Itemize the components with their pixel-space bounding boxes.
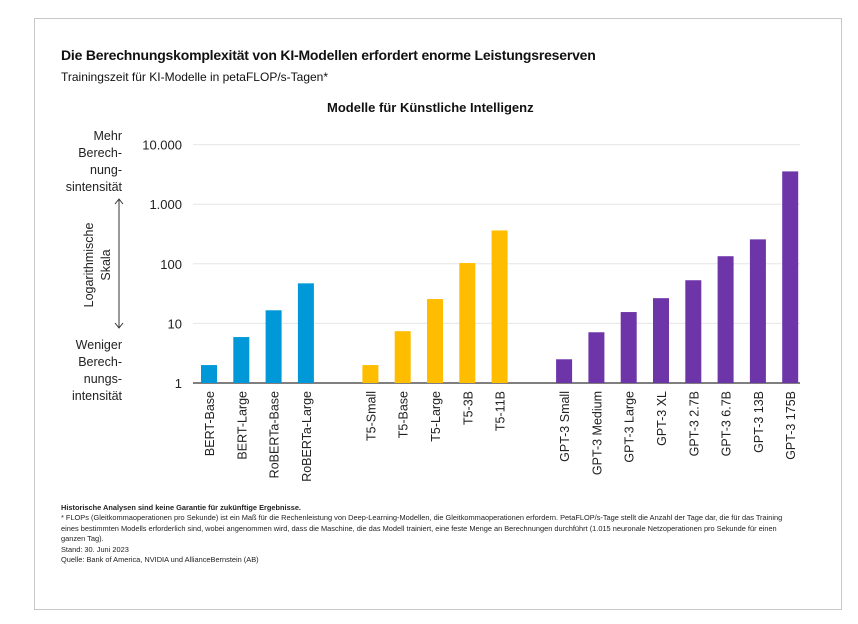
page-title: Die Berechnungskomplexität von KI-Modell…: [61, 47, 596, 63]
x-tick-label: GPT-3 Large: [623, 391, 637, 463]
bar-roberta-base: [265, 310, 282, 383]
less-intensity-label: Weniger Berech- nungs- intensität: [60, 337, 122, 405]
label-line: Mehr: [93, 129, 122, 143]
double-arrow-icon: [114, 198, 124, 329]
y-tick-label: 1.000: [149, 197, 182, 212]
log-scale-label-line: Logarithmische: [82, 223, 96, 308]
x-tick-label: T5-3B: [461, 391, 475, 425]
x-tick-label: T5-Small: [364, 391, 378, 441]
x-tick-label: RoBERTa-Base: [268, 391, 282, 478]
bar-gpt-3-medium: [588, 332, 605, 383]
chart-frame: [34, 18, 842, 610]
bar-chart: Logarithmische Skala 1 10 100 1.000 10.000 B…: [82, 138, 800, 482]
bar-gpt-3-175b: [782, 171, 799, 383]
label-line: nungs-: [83, 372, 122, 386]
y-tick-label: 100: [160, 257, 182, 272]
x-tick-label: GPT-3 Small: [558, 391, 572, 462]
y-tick-label: 10.000: [142, 138, 182, 153]
x-tick-label: GPT-3 175B: [784, 391, 798, 460]
chart-title: Modelle für Künstliche Intelligenz: [327, 100, 534, 115]
bar-t5-3b: [459, 263, 476, 383]
x-tick-label: BERT-Base: [203, 391, 217, 456]
bar-gpt-3-6-7b: [717, 256, 734, 383]
y-tick-label: 10: [168, 316, 182, 331]
bar-gpt-3-xl: [653, 298, 669, 383]
x-tick-label: T5-11B: [494, 391, 508, 431]
bar-t5-base: [394, 331, 411, 383]
x-tick-label: GPT-3 XL: [655, 391, 669, 446]
bar-t5-small: [362, 365, 379, 383]
bar-t5-large: [427, 299, 443, 383]
more-intensity-label: Mehr Berech- nung- sintensität: [60, 128, 122, 196]
date-note: Stand: 30. Juni 2023: [61, 544, 129, 554]
footnote: * FLOPs (Gleitkommaoperationen pro Sekun…: [61, 513, 783, 544]
bar-gpt-3-13b: [749, 239, 766, 383]
x-tick-label: BERT-Large: [235, 391, 249, 460]
bar-bert-large: [233, 337, 250, 383]
label-line: Berech-: [78, 146, 122, 160]
label-line: nung-: [90, 163, 122, 177]
x-tick-label: GPT-3 13B: [752, 391, 766, 453]
x-tick-label: RoBERTa-Large: [300, 391, 314, 482]
log-scale-label: Logarithmische Skala: [82, 223, 113, 308]
subtitle: Trainingszeit für KI-Modelle in petaFLOP…: [61, 70, 329, 84]
label-line: sintensität: [65, 180, 122, 194]
disclaimer: Historische Analysen sind keine Garantie…: [61, 503, 301, 512]
x-tick-label: T5-Large: [429, 391, 443, 442]
bar-gpt-3-large: [620, 312, 637, 383]
x-tick-label: T5-Base: [397, 391, 411, 438]
x-tick-label: GPT-3 Medium: [590, 391, 604, 475]
y-tick-label: 1: [175, 376, 182, 391]
x-tick-label: GPT-3 6.7B: [720, 391, 734, 456]
log-scale-label-line: Skala: [99, 249, 113, 280]
label-line: Berech-: [78, 355, 122, 369]
label-line: Weniger: [75, 338, 122, 352]
bar-bert-base: [201, 365, 217, 383]
x-tick-label: GPT-3 2.7B: [687, 391, 701, 456]
bar-gpt-3-2-7b: [685, 280, 702, 383]
bar-t5-11b: [491, 230, 508, 383]
footnotes: Historische Analysen sind keine Garantie…: [61, 503, 801, 565]
bar-gpt-3-small: [556, 359, 573, 383]
label-line: intensität: [71, 389, 122, 403]
source-note: Quelle: Bank of America, NVIDIA und Alli…: [61, 555, 259, 565]
bar-roberta-large: [297, 283, 314, 383]
